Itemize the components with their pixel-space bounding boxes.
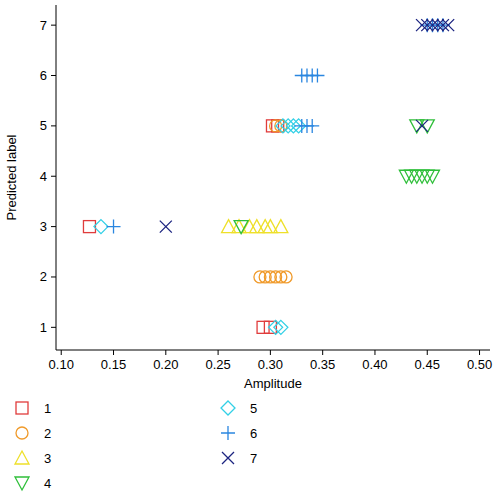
point [257,321,269,333]
legend-label: 7 [250,451,257,466]
series [94,119,306,334]
point [160,221,172,233]
x-tick-label: 0.35 [310,357,335,372]
x-tick [374,350,375,355]
point [432,19,444,31]
legend-marker [221,401,235,415]
point [281,119,295,133]
x-axis [56,350,490,351]
point [234,221,248,234]
point [437,19,449,31]
series [160,19,454,232]
legend-label: 2 [44,426,51,441]
legend-label: 3 [44,451,51,466]
legend-marker [221,426,235,440]
y-tick-label: 4 [40,169,47,184]
y-tick-label: 2 [40,269,47,284]
legend-marker [222,452,234,464]
point [421,19,433,31]
series [234,120,439,234]
x-tick-label: 0.50 [467,357,492,372]
legend-marker [15,451,29,464]
x-tick-label: 0.10 [49,357,74,372]
point [442,19,454,31]
x-tick-label: 0.30 [258,357,283,372]
x-tick-label: 0.25 [205,357,230,372]
point [269,320,283,334]
legend: 1 2 3 4 5 6 7 [15,401,257,491]
x-tick [479,350,480,355]
y-tick-label: 7 [40,18,47,33]
x-tick [270,350,271,355]
x-tick-label: 0.45 [415,357,440,372]
y-tick [51,176,56,177]
y-tick [51,276,56,277]
point [274,220,288,233]
y-tick [51,25,56,26]
legend-label: 1 [44,401,51,416]
point [416,19,428,31]
series [83,120,283,333]
point [276,119,290,133]
y-axis-label: Predicted label [4,134,19,220]
x-tick [165,350,166,355]
point [94,220,108,234]
y-axis [56,5,57,350]
point [107,220,121,234]
point [274,320,288,334]
point [426,19,438,31]
legend-marker [15,477,29,490]
x-tick [218,350,219,355]
y-tick [51,327,56,328]
x-tick [113,350,114,355]
y-tick-label: 3 [40,219,47,234]
series [254,120,292,283]
x-tick-label: 0.40 [362,357,387,372]
point [275,271,287,283]
point [310,69,324,83]
series [222,220,288,233]
legend-label: 4 [44,476,51,491]
x-tick [61,350,62,355]
point [416,120,428,132]
point [425,170,439,183]
x-axis-label: Amplitude [244,376,302,391]
x-tick [427,350,428,355]
y-tick-label: 6 [40,68,47,83]
legend-label: 6 [250,426,257,441]
chart: 0.10 0.15 0.20 0.25 0.30 0.35 0.40 0.45 0.50 1 2 3 4… [0,0,493,500]
x-tick-label: 0.15 [101,357,126,372]
legend-marker [16,427,28,439]
x-tick-label: 0.20 [153,357,178,372]
legend-marker [16,402,28,414]
y-tick [51,75,56,76]
plot-area [83,18,454,334]
y-tick-label: 1 [40,320,47,335]
y-tick-label: 5 [40,118,47,133]
point [305,119,319,133]
y-tick [51,226,56,227]
point [280,271,292,283]
x-tick [322,350,323,355]
series [107,18,450,233]
legend-label: 5 [250,401,257,416]
y-tick [51,125,56,126]
